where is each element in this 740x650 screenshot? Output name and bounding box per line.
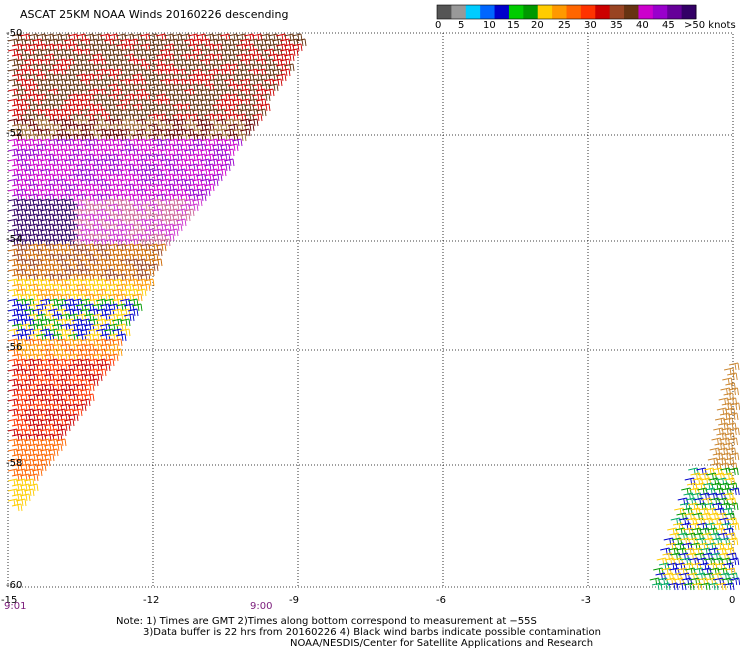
- wind-barb: [651, 582, 663, 591]
- wind-barb: [259, 103, 271, 112]
- wind-barb: [235, 133, 247, 142]
- note-line-2: 3)Data buffer is 22 hrs from 20160226 4)…: [143, 627, 601, 638]
- colorbar-label: 20: [531, 20, 544, 31]
- wind-barb: [271, 78, 283, 87]
- wind-barb: [251, 113, 263, 122]
- colorbar-swatch: [451, 5, 467, 19]
- wind-barb: [263, 88, 275, 97]
- wind-barbs: [7, 33, 740, 591]
- colorbar-label: 0: [435, 20, 442, 31]
- colorbar-label: 30: [584, 20, 597, 31]
- colorbar-swatch: [652, 5, 668, 19]
- colorbar-label: >50 knots: [684, 20, 736, 31]
- colorbar-swatch: [609, 5, 625, 19]
- note-line-3: NOAA/NESDIS/Center for Satellite Applica…: [290, 638, 594, 649]
- colorbar-swatch: [552, 5, 567, 19]
- colorbar-label: 40: [636, 20, 649, 31]
- lat-label: -50: [6, 28, 22, 39]
- colorbar-swatch: [566, 5, 582, 19]
- colorbar-swatch: [523, 5, 539, 19]
- colorbar-swatch: [595, 5, 611, 19]
- colorbar-swatch: [580, 5, 596, 19]
- wind-barb: [283, 53, 295, 62]
- map-frame: [7, 32, 734, 588]
- map-title: ASCAT 25KM NOAA Winds 20160226 descendin…: [20, 8, 289, 21]
- wind-barb: [291, 43, 303, 52]
- note-line-1: Note: 1) Times are GMT 2)Times along bot…: [116, 616, 537, 627]
- wind-barb: [295, 38, 307, 47]
- lat-label: -54: [6, 234, 22, 245]
- lat-label: -58: [6, 458, 22, 469]
- colorbar-label: 25: [558, 20, 571, 31]
- colorbar-swatch: [437, 5, 452, 19]
- wind-barb: [247, 118, 259, 127]
- wind-barb: [259, 93, 271, 102]
- colorbar-label: 10: [483, 20, 496, 31]
- colorbar-swatch: [638, 5, 654, 19]
- time-label: 9:00: [250, 601, 272, 612]
- wind-barb: [267, 83, 279, 92]
- lat-label: -52: [6, 128, 22, 139]
- wind-barb: [231, 138, 243, 147]
- wind-barb: [223, 148, 235, 157]
- colorbar-label: 5: [458, 20, 465, 31]
- lon-label: -9: [289, 595, 299, 606]
- colorbar-swatch: [681, 5, 697, 19]
- colorbar-swatch: [624, 5, 639, 19]
- wind-barb: [243, 123, 255, 132]
- colorbar-swatch: [537, 5, 553, 19]
- lat-label: -60: [6, 580, 22, 591]
- wind-barb: [275, 73, 287, 82]
- colorbar-swatch: [667, 5, 683, 19]
- colorbar-swatch: [508, 5, 524, 19]
- wind-barb: [255, 108, 267, 117]
- wind-barb: [279, 68, 291, 77]
- colorbar-label: 15: [507, 20, 520, 31]
- lon-label: 0: [729, 595, 735, 606]
- lon-label: -3: [581, 595, 591, 606]
- time-label: 9:01: [4, 601, 26, 612]
- colorbar: [436, 4, 697, 20]
- colorbar-swatch: [465, 5, 481, 19]
- colorbar-swatch: [480, 5, 496, 19]
- wind-barb: [239, 128, 251, 137]
- colorbar-label: 45: [662, 20, 675, 31]
- colorbar-label: 35: [610, 20, 623, 31]
- lat-label: -56: [6, 342, 22, 353]
- wind-barb: [283, 63, 295, 72]
- lon-label: -12: [143, 595, 159, 606]
- colorbar-swatch: [494, 5, 510, 19]
- wind-barb: [11, 503, 23, 512]
- wind-barb: [287, 48, 299, 57]
- colorbar-border: [436, 4, 697, 20]
- lon-label: -6: [436, 595, 446, 606]
- wind-barb: [227, 143, 239, 152]
